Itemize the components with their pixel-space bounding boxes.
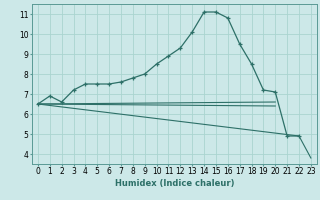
- X-axis label: Humidex (Indice chaleur): Humidex (Indice chaleur): [115, 179, 234, 188]
